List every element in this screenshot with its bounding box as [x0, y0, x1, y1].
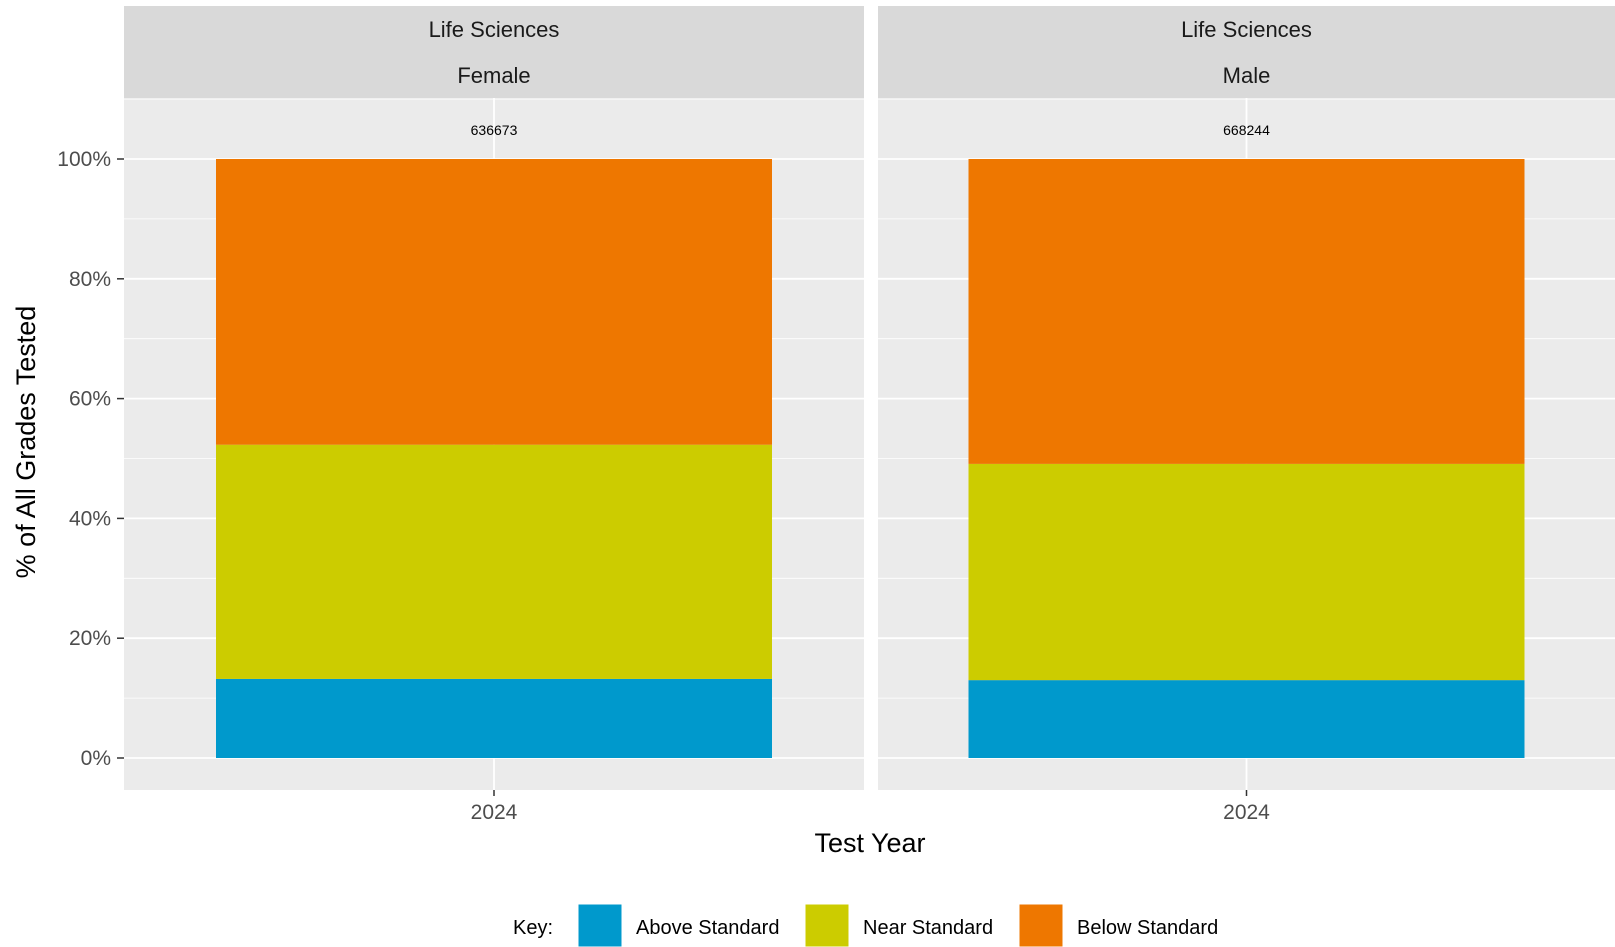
bar-segment-near-standard [968, 463, 1525, 681]
bar-count-label: 668244 [1223, 122, 1270, 138]
legend-swatch [804, 903, 850, 947]
legend: Key: Above Standard Near Standard Below St… [513, 903, 1218, 947]
facet-strip-subject: Life Sciences [1181, 17, 1312, 42]
x-tick-label: 2024 [1223, 801, 1270, 824]
facet-strip [124, 6, 864, 98]
legend-title: Key: [513, 917, 553, 939]
y-tick-label: 80% [69, 268, 111, 291]
x-tick-label: 2024 [471, 801, 518, 824]
legend-swatch [577, 903, 623, 947]
bar-segment-below-standard [968, 159, 1525, 464]
bar-count-label: 636673 [471, 122, 518, 138]
facet-panel-female: Life Sciences Female 636673 2024 [124, 6, 864, 824]
bar-segment-above-standard [216, 678, 772, 758]
legend-label: Above Standard [636, 917, 779, 939]
legend-swatch [1018, 903, 1064, 947]
y-tick-label: 60% [69, 388, 111, 411]
bar-segment-above-standard [968, 680, 1525, 758]
y-tick-label: 20% [69, 627, 111, 650]
legend-label: Below Standard [1077, 917, 1218, 939]
legend-label: Near Standard [863, 917, 993, 939]
y-tick-label: 100% [57, 148, 111, 171]
bar-segment-near-standard [216, 444, 772, 679]
y-axis-title: % of All Grades Tested [11, 306, 41, 579]
facet-strip-group: Male [1223, 63, 1271, 88]
x-axis-title: Test Year [814, 828, 925, 858]
facet-panel-male: Life Sciences Male 668244 2024 [878, 6, 1615, 824]
bar-segment-below-standard [216, 159, 772, 445]
y-axis: 0% 20% 40% 60% 80% 100% [57, 148, 124, 770]
y-tick-label: 40% [69, 507, 111, 530]
facet-strip-group: Female [457, 63, 530, 88]
y-tick-label: 0% [81, 747, 111, 770]
facet-strip [878, 6, 1615, 98]
facet-strip-subject: Life Sciences [429, 17, 560, 42]
